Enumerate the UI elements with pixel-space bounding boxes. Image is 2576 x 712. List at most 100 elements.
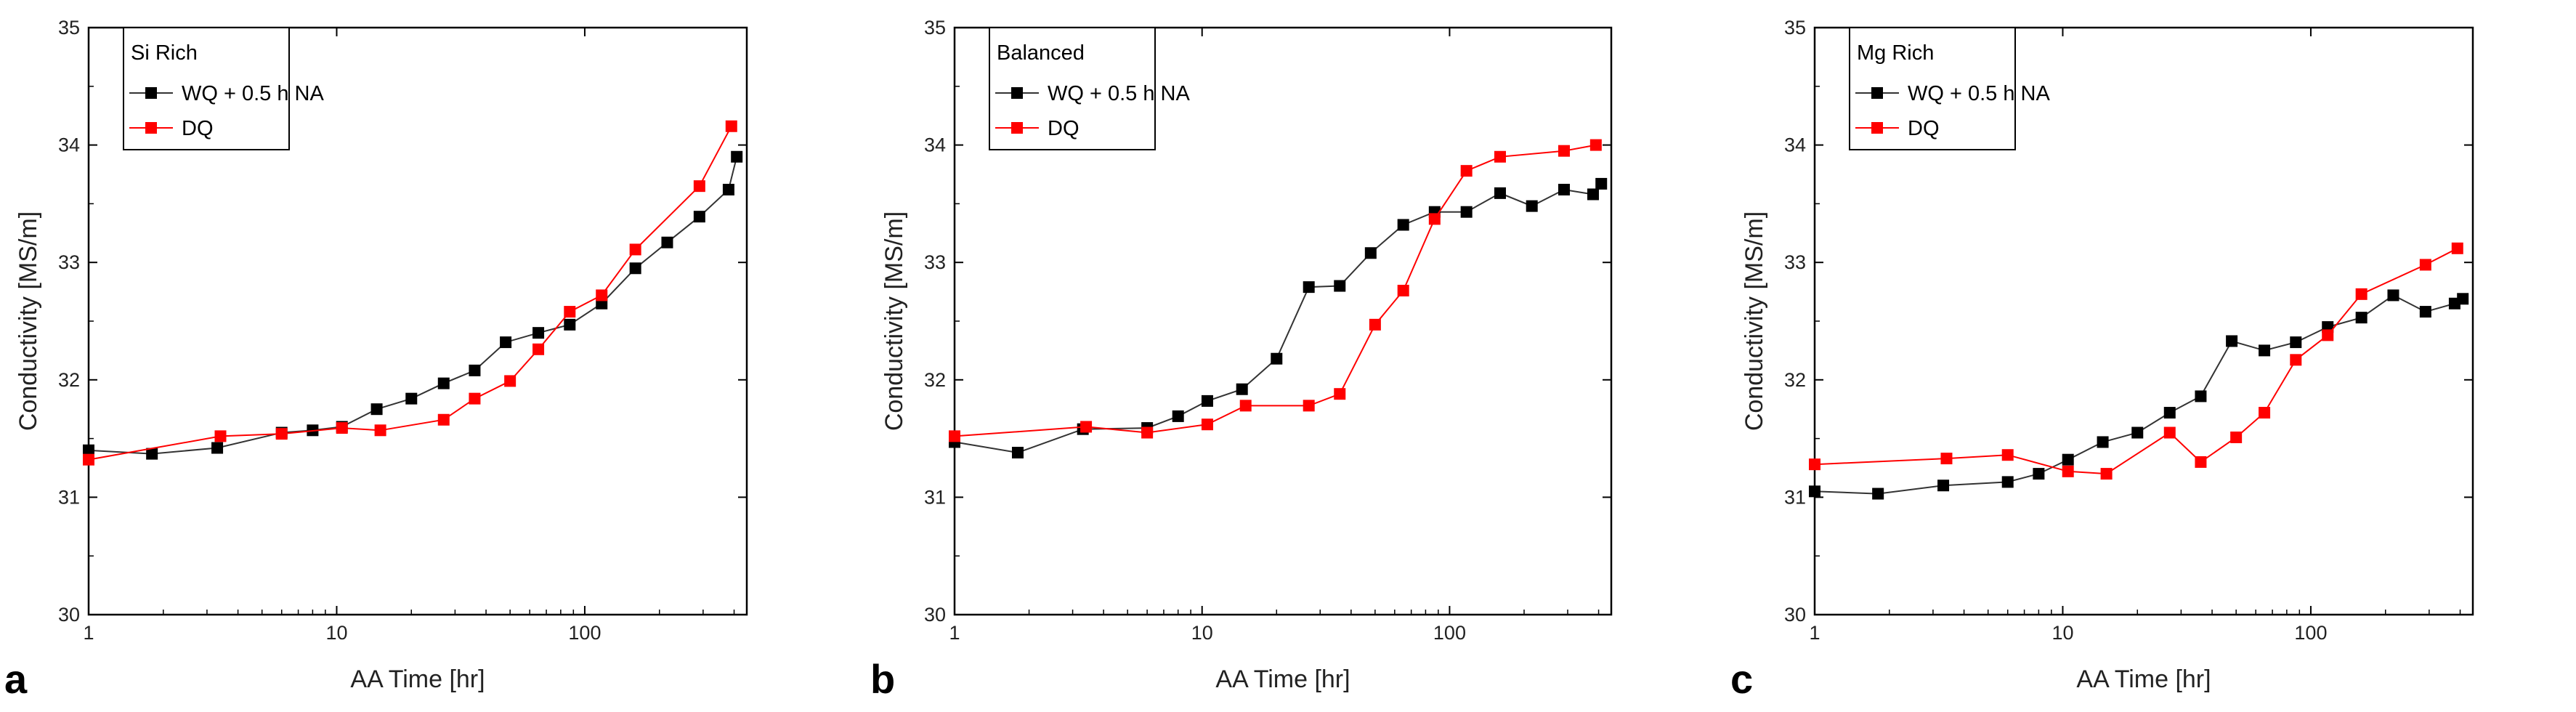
y-tick-label: 30 [924, 604, 946, 626]
data-point-wq [731, 150, 743, 163]
data-point-wq [2387, 289, 2399, 302]
legend-entry: WQ + 0.5 h NA [182, 82, 324, 105]
y-tick-label: 33 [1784, 251, 1806, 273]
data-point-dq [275, 428, 288, 440]
data-point-dq [2451, 242, 2463, 254]
data-point-dq [437, 413, 450, 426]
data-point-wq [2290, 336, 2302, 349]
y-tick-label: 30 [1784, 604, 1806, 626]
data-point-wq [693, 211, 705, 223]
data-point-wq [2163, 407, 2176, 419]
data-point-dq [1589, 139, 1602, 151]
data-point-wq [1011, 446, 1024, 458]
x-axis-label: AA Time [hr] [1215, 666, 1350, 693]
series-line-wq [954, 183, 1602, 454]
y-tick-label: 30 [58, 604, 80, 626]
data-point-dq [2230, 431, 2243, 443]
data-point-dq [1201, 418, 1213, 431]
data-point-wq [722, 184, 734, 196]
legend-entry: DQ [1048, 117, 1080, 140]
data-point-wq [370, 403, 383, 416]
x-tick-label: 1 [1809, 622, 1820, 644]
data-point-wq [2226, 335, 2238, 347]
legend-title: Mg Rich [1857, 41, 1934, 65]
legend-marker [1011, 87, 1023, 99]
data-point-dq [949, 430, 960, 442]
y-tick-label: 32 [1784, 369, 1806, 391]
x-tick-label: 1 [949, 622, 960, 644]
data-point-wq [661, 236, 673, 248]
legend-marker [145, 87, 157, 99]
y-tick-label: 31 [1784, 486, 1806, 508]
data-point-wq [532, 327, 545, 339]
x-tick-label: 100 [2294, 622, 2327, 644]
data-point-wq [1872, 488, 1884, 500]
data-point-dq [1940, 453, 1953, 465]
data-point-dq [693, 180, 705, 193]
x-tick-label: 1 [83, 622, 94, 644]
data-point-dq [1558, 145, 1570, 157]
y-tick-label: 35 [1784, 17, 1806, 39]
legend-marker [1011, 122, 1023, 134]
data-point-dq [2259, 407, 2271, 419]
series-line-dq [1814, 247, 2458, 475]
data-point-dq [2290, 354, 2302, 366]
data-point-dq [564, 306, 576, 318]
data-point-dq [596, 289, 608, 302]
data-point-dq [1080, 421, 1093, 433]
data-point-wq [1937, 480, 1950, 492]
data-point-dq [1494, 150, 1506, 163]
data-point-wq [1558, 184, 1570, 196]
x-tick-label: 100 [568, 622, 601, 644]
data-point-wq [2259, 344, 2271, 357]
y-tick-label: 32 [58, 369, 80, 391]
legend-marker [145, 122, 157, 134]
data-point-wq [1236, 383, 1248, 395]
y-tick-label: 34 [1784, 134, 1806, 156]
legend-entry: DQ [1908, 117, 1940, 140]
data-point-wq [469, 364, 481, 376]
data-point-dq [1141, 426, 1154, 439]
x-axis-label: AA Time [hr] [350, 666, 485, 693]
y-tick-label: 35 [924, 17, 946, 39]
data-point-dq [2062, 465, 2074, 477]
data-point-dq [2100, 468, 2113, 480]
data-point-wq [1460, 206, 1473, 218]
data-point-dq [1428, 213, 1441, 225]
series-line-dq [88, 126, 732, 461]
data-point-dq [504, 375, 517, 387]
data-point-wq [2195, 390, 2207, 402]
legend-entry: WQ + 0.5 h NA [1908, 82, 2050, 105]
legend-entry: DQ [182, 117, 214, 140]
y-tick-label: 35 [58, 17, 80, 39]
data-point-dq [1397, 284, 1409, 296]
data-point-wq [437, 377, 450, 389]
data-point-dq [1303, 400, 1315, 412]
data-point-dq [1334, 388, 1346, 400]
data-point-wq [1526, 200, 1538, 212]
data-point-dq [2322, 329, 2334, 341]
data-point-dq [1809, 458, 1820, 471]
x-axis-label: AA Time [hr] [2076, 666, 2211, 693]
y-axis-label: Conductivity [MS/m] [880, 211, 908, 431]
y-tick-label: 34 [924, 134, 946, 156]
data-point-wq [500, 336, 512, 349]
y-tick-label: 31 [924, 486, 946, 508]
data-point-wq [2457, 293, 2469, 305]
data-point-wq [211, 442, 224, 454]
y-tick-label: 34 [58, 134, 80, 156]
data-point-wq [1271, 352, 1283, 365]
chart-panel-b: 30 31 32 33 34 35 1 10 100 AA Time [hr] Conductivi… [870, 17, 1613, 702]
data-point-dq [1239, 400, 1252, 412]
panel-label: c [1730, 656, 1753, 702]
data-point-wq [1587, 188, 1599, 201]
y-tick-label: 33 [924, 251, 946, 273]
data-point-dq [532, 343, 545, 355]
panel-label: a [4, 656, 28, 702]
data-point-wq [2097, 436, 2109, 448]
legend-marker [1871, 87, 1883, 99]
data-point-wq [1303, 281, 1315, 294]
legend-marker [1871, 122, 1883, 134]
data-point-wq [2355, 312, 2368, 324]
y-axis-label: Conductivity [MS/m] [15, 211, 42, 431]
